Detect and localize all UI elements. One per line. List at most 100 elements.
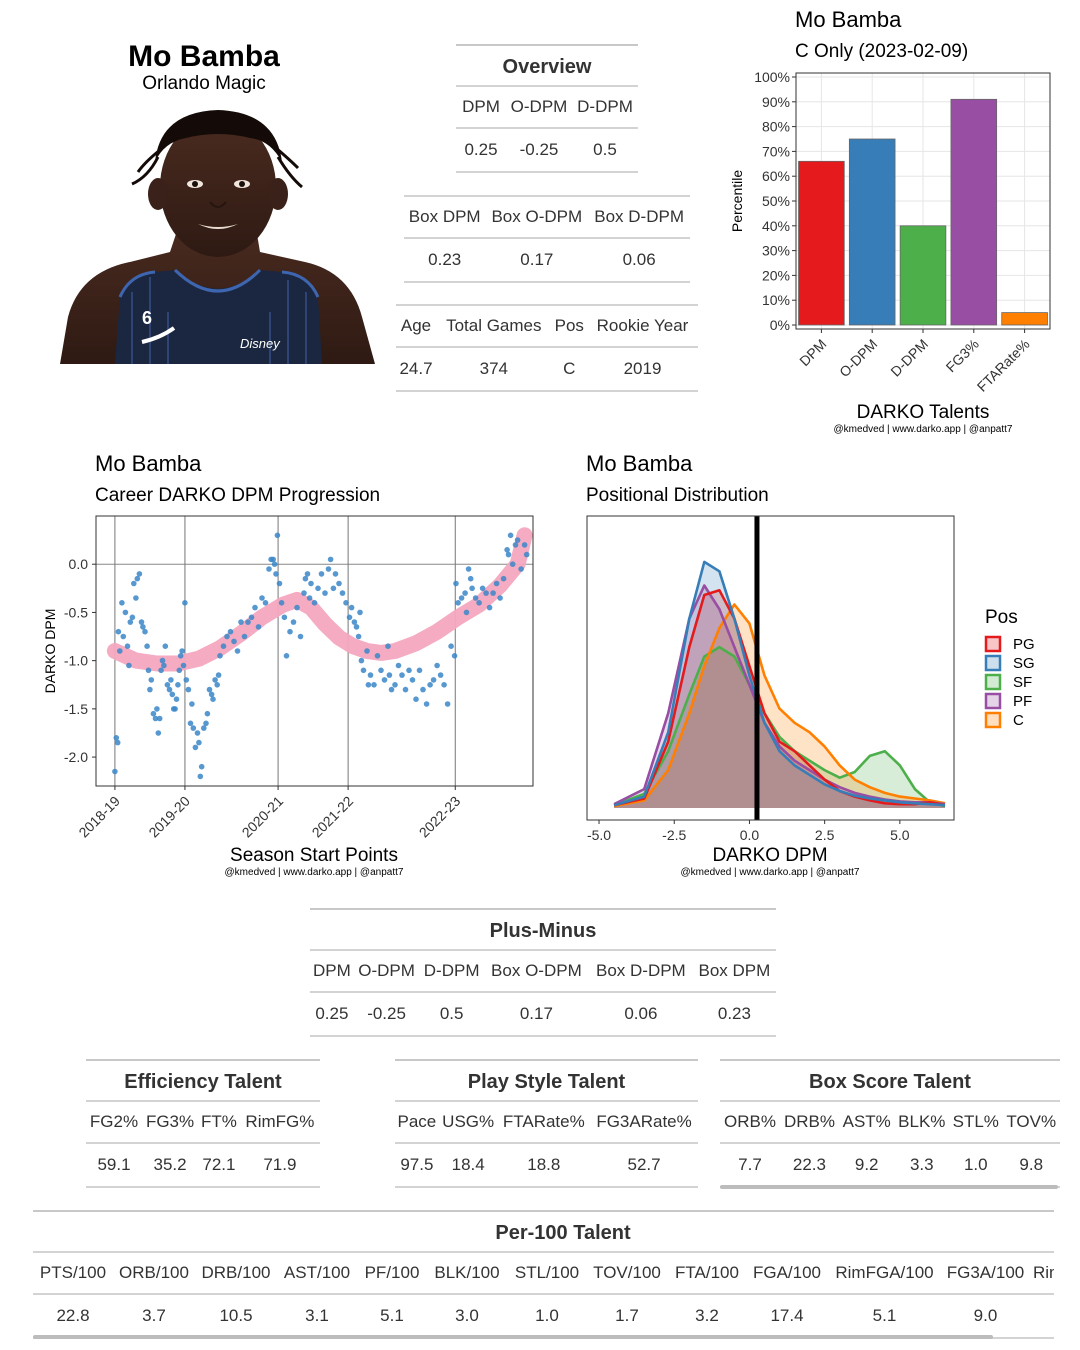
scatter-point — [201, 725, 207, 731]
overview-header-dpm: DPM — [456, 85, 506, 129]
scatter-point — [190, 725, 197, 731]
p100-value-overflow — [1029, 1294, 1054, 1339]
scatter-point — [465, 566, 472, 572]
scatter-point — [119, 600, 125, 606]
scatter-point — [140, 624, 146, 630]
scatter-point — [255, 624, 262, 630]
plus-minus-title: Plus-Minus — [310, 908, 776, 949]
scatter-point — [469, 585, 475, 592]
scatter-point — [409, 677, 416, 683]
scatter-xtick-label: 2019-20 — [145, 793, 193, 841]
scatter-point — [353, 624, 360, 630]
scatter-point — [198, 763, 205, 770]
scatter-point — [131, 580, 137, 587]
scatter-point — [192, 744, 199, 751]
box-score-scrollbar[interactable] — [720, 1185, 1058, 1189]
bar-ytick-label: 30% — [762, 243, 790, 259]
p100-value-pf: 5.1 — [357, 1294, 427, 1339]
eff-header-fg3: FG3% — [142, 1100, 199, 1144]
bs-header-blk: BLK% — [894, 1100, 950, 1144]
scatter-point — [204, 710, 211, 717]
scatter-point — [197, 773, 204, 780]
scatter-point — [245, 619, 251, 625]
bs-header-ast: AST% — [838, 1100, 895, 1144]
p100-value-pts: 22.8 — [33, 1294, 113, 1339]
scatter-point — [262, 600, 269, 606]
pm-header-odpm: O-DPM — [353, 949, 420, 993]
box-header-ddpm: Box D-DPM — [588, 195, 690, 239]
per100-scroll-container[interactable]: Per-100 Talent PTS/100 ORB/100 DRB/100 A… — [33, 1210, 1054, 1340]
scatter-point — [306, 595, 313, 601]
scatter-point — [241, 633, 248, 640]
scatter-point — [399, 672, 405, 678]
scatter-point — [117, 648, 123, 654]
scatter-point — [182, 600, 188, 606]
scatter-point — [444, 701, 451, 707]
scatter-point — [144, 643, 150, 649]
scatter-point — [231, 638, 237, 645]
scatter-subtitle: Career DARKO DPM Progression — [95, 485, 380, 506]
scatter-point — [308, 580, 314, 587]
scatter-point — [427, 682, 433, 688]
legend-label-pg: PG — [1013, 636, 1035, 653]
scatter-point — [423, 701, 430, 707]
scatter-point — [290, 619, 297, 625]
box-header-dpm: Box DPM — [404, 195, 486, 239]
bar-ftarate- — [1001, 312, 1048, 326]
bar-xtick-label: DPM — [796, 336, 829, 369]
scatter-point — [161, 662, 167, 669]
scatter-point — [183, 677, 190, 683]
scatter-point — [273, 571, 279, 577]
pm-header-box-odpm: Box O-DPM — [483, 949, 589, 993]
scatter-point — [266, 566, 272, 572]
scatter-point — [142, 628, 148, 635]
scatter-point — [514, 537, 521, 543]
eff-header-fg2: FG2% — [86, 1100, 143, 1144]
scatter-point — [120, 633, 127, 640]
scatter-point — [176, 667, 183, 674]
bs-value-blk: 3.3 — [894, 1143, 950, 1188]
play-style-talent-table: Play Style Talent Pace USG% FTARate% FG3… — [395, 1059, 698, 1188]
efficiency-talent-table: Efficiency Talent FG2% FG3% FT% RimFG% 5… — [86, 1059, 320, 1188]
pm-header-box-dpm: Box DPM — [692, 949, 776, 993]
eff-value-ft: 72.1 — [198, 1143, 240, 1188]
scatter-point — [196, 739, 202, 746]
scatter-point — [453, 580, 459, 587]
scatter-point — [274, 532, 281, 539]
scatter-point — [129, 614, 136, 621]
scatter-point — [155, 730, 162, 736]
scatter-point — [521, 542, 528, 548]
bs-header-stl: STL% — [949, 1100, 1003, 1144]
overview-header-ddpm: D-DPM — [572, 85, 638, 129]
scatter-point — [164, 682, 171, 688]
scatter-point — [332, 571, 339, 577]
scatter-point — [220, 643, 227, 649]
p100-value-fta: 3.2 — [667, 1294, 747, 1339]
legend-label-pf: PF — [1013, 693, 1032, 710]
pm-header-ddpm: D-DPM — [419, 949, 484, 993]
scatter-point — [386, 672, 393, 678]
bar-ytick-label: 40% — [762, 218, 790, 234]
bio-header-age: Age — [396, 304, 437, 348]
scatter-point — [215, 672, 222, 678]
scatter-point — [311, 600, 318, 606]
p100-header-drb: DRB/100 — [195, 1251, 277, 1295]
p100-header-pf: PF/100 — [357, 1251, 427, 1295]
scatter-point — [234, 648, 241, 654]
scatter-point — [304, 571, 311, 577]
scatter-point — [113, 735, 120, 741]
scatter-point — [371, 682, 377, 688]
pm-value-odpm: -0.25 — [353, 992, 420, 1037]
player-headshot: Disney 6 — [60, 110, 375, 364]
scatter-point — [343, 600, 349, 606]
scatter-point — [297, 633, 304, 640]
per100-scrollbar[interactable] — [33, 1335, 993, 1339]
ps-value-fg3arate: 52.7 — [590, 1143, 698, 1188]
bar-ytick-label: 70% — [762, 143, 790, 159]
bar-ytick-label: 20% — [762, 267, 790, 283]
bs-value-drb: 22.3 — [780, 1143, 839, 1188]
scatter-point — [315, 585, 321, 592]
scatter-point — [490, 590, 496, 596]
svg-text:Disney: Disney — [240, 336, 281, 351]
playstyle-title: Play Style Talent — [395, 1059, 698, 1100]
